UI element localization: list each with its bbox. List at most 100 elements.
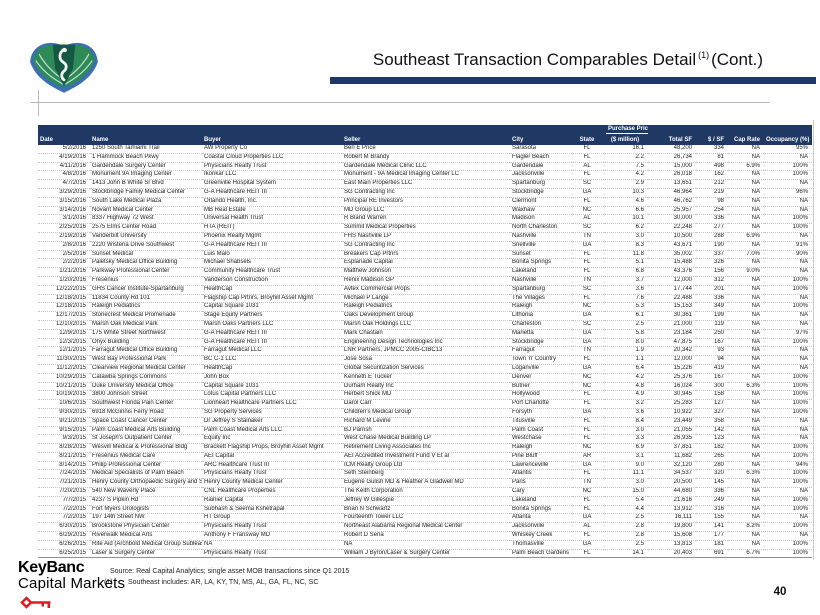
table-cell: 7/2/2015 <box>38 505 90 515</box>
right-edge-rule <box>813 120 814 560</box>
table-cell: LNR Partners, JPMCC 2005-CIBC13 <box>342 346 510 357</box>
table-row: 10/19/2015 3800 Johnson Street Lotus Capit… <box>38 390 812 401</box>
table-cell: FL <box>572 496 604 506</box>
table-cell: 5.3 <box>604 302 648 313</box>
table-cell: Duke University Medical Office <box>90 382 202 392</box>
column-header-row: Date Name Buyer Seller City State ($ mil… <box>38 134 812 145</box>
table-cell: South Lake Medical Plaza <box>90 197 202 207</box>
table-cell: NA <box>728 461 764 471</box>
table-cell: 337 <box>696 250 728 260</box>
table-cell: 100% <box>764 452 812 462</box>
table-cell: HealthCap <box>202 285 342 295</box>
table-cell: 12/17/2015 <box>38 311 90 321</box>
table-row: 1/21/2016 Parkway Professional Center Comm… <box>38 267 812 277</box>
table-cell: Kenneth E Tucker <box>342 373 510 383</box>
table-cell: 100% <box>764 443 812 453</box>
table-cell: NA <box>764 232 812 242</box>
table-cell: NC <box>572 443 604 453</box>
table-cell: 11/12/2015 <box>38 364 90 374</box>
table-cell: 6.4 <box>604 364 648 374</box>
table-cell: 4237 S Pipkin Rd <box>90 496 202 506</box>
table-cell: 6/29/2015 <box>38 531 90 541</box>
table-cell: 100% <box>764 223 812 233</box>
table-cell: 12/1/2015 <box>38 346 90 357</box>
table-cell: 15,488 <box>648 258 696 269</box>
table-cell: Oaks Development Group <box>342 311 510 321</box>
table-cell: NA <box>728 390 764 401</box>
table-cell: 167 <box>696 373 728 383</box>
table-row: 3/1/2016 8337 Highway 72 West Universal He… <box>38 214 812 225</box>
table-cell: North Charleston <box>510 223 572 233</box>
table-cell: Stockbridge <box>510 188 572 198</box>
table-cell: NA <box>728 399 764 409</box>
table-cell: 22,488 <box>648 294 696 304</box>
table-cell: 3/29/2016 <box>38 188 90 198</box>
table-cell: Fort Myers Urologists <box>90 505 202 515</box>
table-cell: 265 <box>696 452 728 462</box>
table-cell: 3/14/2016 <box>38 206 90 216</box>
table-cell: NA <box>728 302 764 313</box>
table-cell: 26,935 <box>648 434 696 445</box>
table-cell: 4/7/2016 <box>38 179 90 189</box>
table-cell: G-A Healthcare REIT III <box>202 338 342 348</box>
table-cell: 312 <box>696 276 728 286</box>
group-header-row: Purchase Price <box>38 125 812 134</box>
table-cell: 4.9 <box>604 390 648 401</box>
table-cell: 96% <box>764 188 812 198</box>
key-icon <box>20 596 52 609</box>
table-cell: 100% <box>764 505 812 515</box>
table-cell: Snellville <box>510 241 572 251</box>
source-notes: Source: Real Capital Analytics; single a… <box>104 566 349 588</box>
table-cell: NA <box>764 426 812 436</box>
table-cell: Butner <box>510 382 572 392</box>
table-cell: 7/24/2015 <box>38 469 90 480</box>
table-cell: 6.1 <box>604 311 648 321</box>
table-cell: 100% <box>764 469 812 480</box>
table-cell: Subhash & Seema Kshetrapal <box>202 505 342 515</box>
table-cell: 22,248 <box>648 223 696 233</box>
table-cell: 3.3 <box>604 434 648 445</box>
table-cell: Sunset Medical <box>90 250 202 260</box>
table-row: 7/7/2015 4237 S Pipkin Rd Rainier Capital J… <box>38 496 812 506</box>
table-cell: AW Property Co <box>202 145 342 154</box>
table-cell: NA <box>728 496 764 506</box>
title-footnote-superscript: (1) <box>698 50 710 61</box>
table-cell: 100% <box>764 285 812 295</box>
table-cell: 8.0 <box>604 338 648 348</box>
table-cell: 142 <box>696 426 728 436</box>
table-cell: 177 <box>696 531 728 541</box>
table-cell: 100% <box>764 540 812 550</box>
table-cell: 201 <box>696 285 728 295</box>
table-cell: 26,734 <box>648 153 696 163</box>
table-cell: 2/8/2016 <box>38 241 90 251</box>
table-row: 4/8/2016 Monument 9A Imaging Center Ikonka… <box>38 170 812 181</box>
page-title-suffix: (Cont.) <box>711 50 764 69</box>
table-cell: 3.6 <box>604 285 648 295</box>
table-cell: 498 <box>696 162 728 172</box>
table-cell: St Joseph's Outpatient Center <box>90 434 202 445</box>
table-cell: GA <box>572 188 604 198</box>
table-cell: 6.3% <box>728 469 764 480</box>
table-cell: Raleigh Pediatrics <box>90 302 202 313</box>
table-cell: Matthew Johnson <box>342 267 510 277</box>
company-crest-logo <box>27 38 101 96</box>
table-cell: FL <box>572 469 604 480</box>
table-cell: Lotus Capital Partners LLC <box>202 390 342 401</box>
table-cell: 100% <box>764 399 812 409</box>
table-cell: 3/15/2016 <box>38 197 90 207</box>
table-cell: 10.1 <box>604 214 648 225</box>
table-cell: 43,671 <box>648 241 696 251</box>
table-cell: MB Real Estate <box>202 206 342 216</box>
table-cell: 2.5 <box>604 540 648 550</box>
table-cell: 11/30/2015 <box>38 355 90 365</box>
table-cell: Physicians Realty Trust <box>202 522 342 533</box>
table-cell: GA <box>572 329 604 339</box>
table-cell: SC <box>572 179 604 189</box>
table-cell: Palm Coast Medical Arts Building <box>90 426 202 436</box>
table-cell: 98 <box>696 197 728 207</box>
table-cell: Coastal Cloud Properties LLC <box>202 153 342 163</box>
table-cell: FHS Nashville LP <box>342 232 510 242</box>
table-cell: 95% <box>764 145 812 154</box>
table-cell: 20,500 <box>648 478 696 489</box>
table-cell: NA <box>764 487 812 497</box>
